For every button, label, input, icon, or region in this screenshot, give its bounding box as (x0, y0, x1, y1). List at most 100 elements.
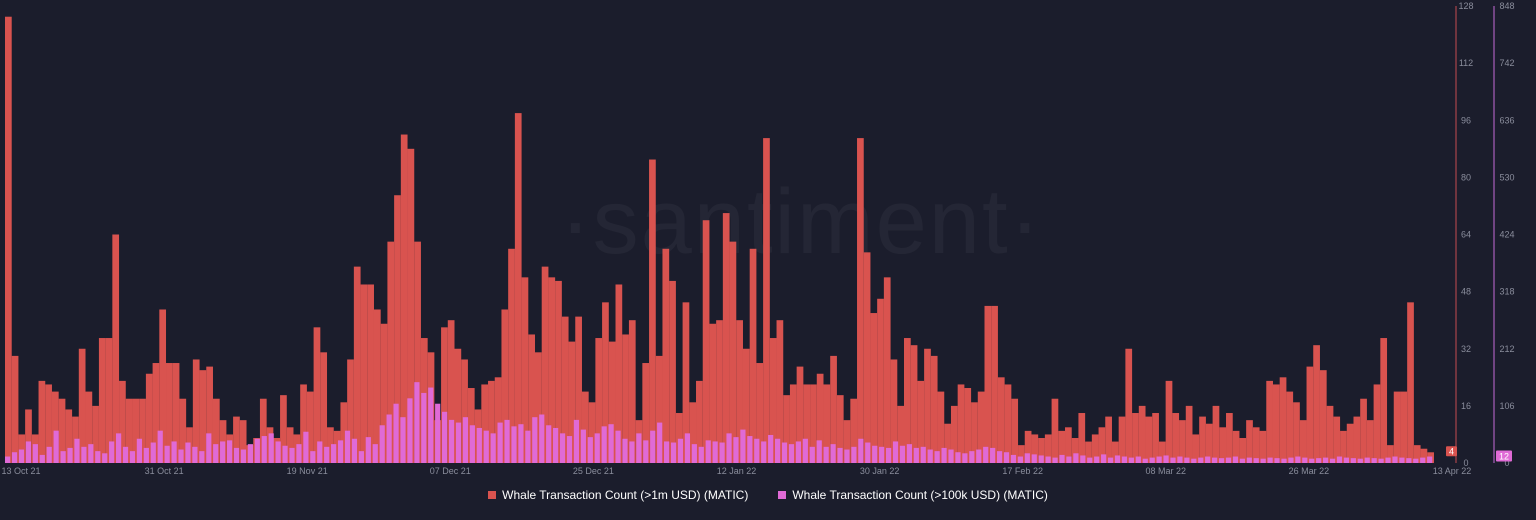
series1-bar (1044, 434, 1052, 463)
series2-bar (795, 441, 802, 463)
series2-bar (1142, 458, 1148, 463)
series1-bar (1246, 420, 1253, 463)
series1-bar (414, 241, 421, 463)
series1-bar (796, 366, 804, 463)
series2-bar (39, 454, 45, 463)
series1-bar (1199, 416, 1206, 463)
series2-bar (643, 440, 649, 463)
series1-bar (373, 309, 381, 463)
series2-bar (622, 438, 628, 463)
series2-bar (858, 438, 864, 463)
series1-bar (58, 398, 66, 463)
series1-bar (944, 423, 951, 463)
series1-bar (769, 338, 777, 463)
series1-bar (1118, 416, 1126, 463)
series2-bar (1329, 458, 1336, 463)
series1-bar (541, 266, 549, 463)
series2-bar (1170, 457, 1176, 463)
series2-bar (608, 424, 614, 463)
series2-bar (885, 447, 892, 463)
series1-bar (481, 384, 489, 463)
series1-bar (1413, 445, 1421, 463)
series2-bar (1343, 457, 1350, 463)
series1-bar (1152, 413, 1159, 463)
series1-bar (595, 338, 603, 463)
series2-bar (941, 447, 947, 463)
series2-bar (872, 445, 878, 463)
series2-bar (261, 436, 267, 463)
series1-bar (997, 377, 1005, 463)
series2-bar (955, 452, 961, 463)
series1-bar (1111, 441, 1119, 463)
series1-bar (1326, 405, 1334, 464)
series1-bar (675, 413, 683, 463)
series2-bar (1101, 454, 1107, 463)
legend-item-series1[interactable]: Whale Transaction Count (>1m USD) (MATIC… (488, 488, 748, 502)
series2-bar (594, 433, 600, 463)
series2-bar (1350, 458, 1356, 463)
series2-bar (657, 422, 663, 463)
series1-bar (18, 434, 26, 463)
series1-bar (729, 241, 737, 463)
series1-bar (145, 373, 153, 463)
series1-bar (991, 305, 998, 463)
series1-bar (407, 148, 415, 463)
series1-bar (306, 391, 314, 463)
series2-bar (435, 403, 441, 463)
series2-bar (830, 444, 836, 463)
y-right-tick-label: 0 (1504, 458, 1509, 468)
series1-bar (1420, 448, 1428, 463)
series1-bar (1239, 438, 1247, 463)
series1-bar (172, 363, 180, 463)
series1-bar (1219, 427, 1227, 463)
series2-bar (712, 441, 718, 463)
series1-bar (85, 391, 93, 463)
legend-item-series2[interactable]: Whale Transaction Count (>100k USD) (MAT… (778, 488, 1048, 502)
series1-bar (400, 134, 408, 463)
series1-bar (883, 277, 891, 463)
series1-bar (313, 327, 321, 463)
series1-bar (930, 355, 938, 463)
series1-bar (823, 384, 831, 463)
series1-bar (206, 366, 213, 463)
series1-bar (789, 384, 797, 463)
series2-bar (1260, 458, 1266, 463)
last-value-badge-series1 (1446, 446, 1457, 457)
series1-bar (877, 298, 884, 463)
series2-bar (1316, 458, 1322, 463)
series1-bar (615, 284, 623, 463)
series1-bar (763, 138, 770, 463)
series2-bar (1052, 457, 1058, 463)
series1-bar (1085, 441, 1092, 463)
series2-bar (1302, 457, 1308, 463)
series2-bar (726, 433, 732, 463)
series1-bar (132, 398, 140, 463)
series1-bar (535, 352, 542, 463)
series2-bar (1357, 458, 1363, 463)
series1-bar (1299, 420, 1307, 463)
series1-bar (1286, 391, 1294, 463)
series2-bar (691, 444, 697, 463)
series2-bar (490, 433, 496, 463)
series1-bar (1165, 380, 1173, 463)
series2-bar (851, 446, 857, 463)
series2-bar (920, 446, 926, 463)
series2-bar (1024, 453, 1030, 463)
series2-bar (46, 446, 52, 463)
y-left-tick-label: 48 (1461, 287, 1471, 297)
series1-bar (548, 277, 556, 463)
series1-bar (1279, 377, 1287, 463)
legend-label-series2: Whale Transaction Count (>100k USD) (MAT… (792, 488, 1048, 502)
series2-bar (109, 441, 115, 463)
series2-bar (1114, 455, 1121, 463)
series2-bar (1059, 454, 1065, 463)
series1-bar (320, 352, 328, 463)
series1-bar (964, 388, 972, 463)
series2-bar (1149, 457, 1155, 463)
legend-swatch-series2 (778, 491, 787, 499)
series2-bar (192, 446, 198, 463)
series2-bar (88, 444, 94, 463)
series2-bar (601, 426, 607, 463)
series2-bar (768, 434, 774, 463)
series2-bar (81, 446, 87, 463)
